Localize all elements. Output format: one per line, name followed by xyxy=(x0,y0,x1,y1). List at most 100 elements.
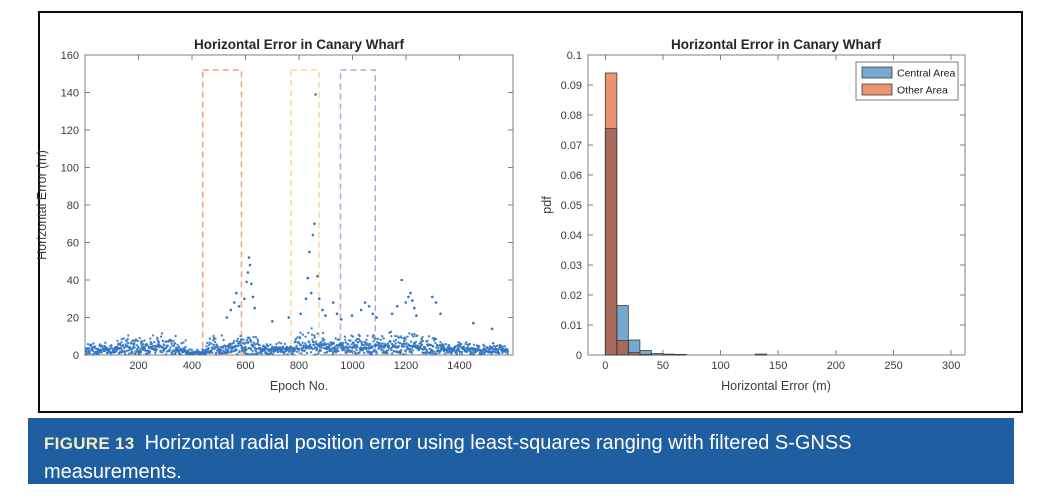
scatter-point xyxy=(234,344,237,348)
scatter-point xyxy=(236,337,239,341)
scatter-point xyxy=(252,345,255,348)
scatter-point xyxy=(291,352,294,356)
scatter-point xyxy=(122,337,125,340)
scatter-point xyxy=(325,350,329,354)
scatter-point xyxy=(421,339,425,343)
scatter-point xyxy=(295,344,298,347)
scatter-point xyxy=(435,346,438,349)
tick-label: 0 xyxy=(576,350,582,362)
scatter-point xyxy=(402,352,405,356)
scatter-point xyxy=(363,301,367,304)
scatter-point xyxy=(386,352,389,355)
scatter-point xyxy=(301,333,305,336)
tick-label: 800 xyxy=(290,360,308,372)
scatter-point xyxy=(313,334,316,337)
scatter-point xyxy=(352,341,355,345)
scatter-point xyxy=(439,312,442,316)
scatter-point xyxy=(387,346,390,349)
scatter-point xyxy=(403,336,407,339)
scatter-point xyxy=(133,342,136,345)
scatter-point xyxy=(405,342,408,345)
scatter-point xyxy=(350,350,353,353)
scatter-point xyxy=(310,291,313,295)
scatter-point xyxy=(345,349,349,353)
scatter-point xyxy=(304,297,308,301)
scatter-point xyxy=(246,352,249,355)
scatter-point xyxy=(310,327,313,330)
scatter-point xyxy=(375,352,378,355)
scatter-point xyxy=(434,341,437,345)
scatter-point xyxy=(390,312,394,316)
tick-label: 0.07 xyxy=(561,140,582,152)
scatter-point xyxy=(501,351,504,354)
scatter-point xyxy=(162,349,165,352)
scatter-point xyxy=(145,343,149,347)
scatter-point xyxy=(281,345,285,348)
scatter-point xyxy=(294,338,297,341)
scatter-point xyxy=(249,348,253,351)
scatter-point xyxy=(105,346,108,349)
scatter-point xyxy=(410,351,413,355)
scatter-point xyxy=(123,350,127,354)
scatter-point xyxy=(190,348,193,351)
scatter-point xyxy=(301,341,304,344)
scatter-point xyxy=(355,337,359,341)
scatter-point xyxy=(314,353,317,356)
scatter-point xyxy=(323,351,326,355)
scatter-point xyxy=(406,335,409,338)
scatter-point xyxy=(455,351,458,354)
scatter-point xyxy=(330,349,333,353)
scatter-point xyxy=(174,334,177,338)
scatter-point xyxy=(313,222,316,226)
tick-label: 0 xyxy=(602,360,608,372)
scatter-point xyxy=(490,352,493,355)
scatter-point xyxy=(422,351,425,355)
scatter-point xyxy=(214,337,217,340)
scatter-point xyxy=(334,337,337,340)
scatter-point xyxy=(166,344,169,347)
scatter-point xyxy=(504,351,507,354)
hist-bar-other-outline xyxy=(674,353,687,356)
tick-label: 200 xyxy=(827,360,845,372)
scatter-point xyxy=(460,343,463,346)
hist-bar-central-outline xyxy=(754,353,768,356)
scatter-point xyxy=(360,343,364,347)
scatter-point xyxy=(160,332,164,335)
scatter-point xyxy=(86,343,90,346)
scatter-point xyxy=(442,343,445,346)
scatter-point xyxy=(464,342,467,346)
scatter-point xyxy=(173,350,176,353)
scatter-point xyxy=(245,280,248,284)
scatter-point xyxy=(437,346,440,349)
scatter-point xyxy=(289,349,293,352)
scatter-point xyxy=(237,344,240,348)
scatter-point xyxy=(411,299,414,302)
scatter-point xyxy=(244,341,247,344)
scatter-point xyxy=(254,343,257,346)
scatter-point xyxy=(312,343,316,346)
hist-bar-other xyxy=(605,73,617,129)
scatter-point xyxy=(215,351,218,354)
scatter-point xyxy=(382,337,385,340)
scatter-point xyxy=(110,344,113,347)
scatter-point xyxy=(225,316,229,319)
hist-bar-overlap xyxy=(605,128,617,355)
scatter-point xyxy=(176,343,179,346)
scatter-point xyxy=(270,349,273,353)
scatter-point xyxy=(308,250,311,254)
tick-label: 400 xyxy=(183,360,201,372)
scatter-point xyxy=(304,342,307,345)
scatter-point xyxy=(404,301,408,304)
scatter-point xyxy=(243,297,246,301)
tick-label: 250 xyxy=(884,360,902,372)
scatter-point xyxy=(347,348,350,351)
scatter-point xyxy=(490,346,494,349)
scatter-point xyxy=(380,349,383,352)
tick-label: 0.03 xyxy=(561,260,582,272)
scatter-point xyxy=(91,348,94,351)
scatter-point xyxy=(315,340,318,343)
scatter-point xyxy=(321,331,325,335)
yellow-dashed-box xyxy=(290,69,320,356)
scatter-point xyxy=(472,353,475,356)
tick-label: 80 xyxy=(67,200,79,212)
